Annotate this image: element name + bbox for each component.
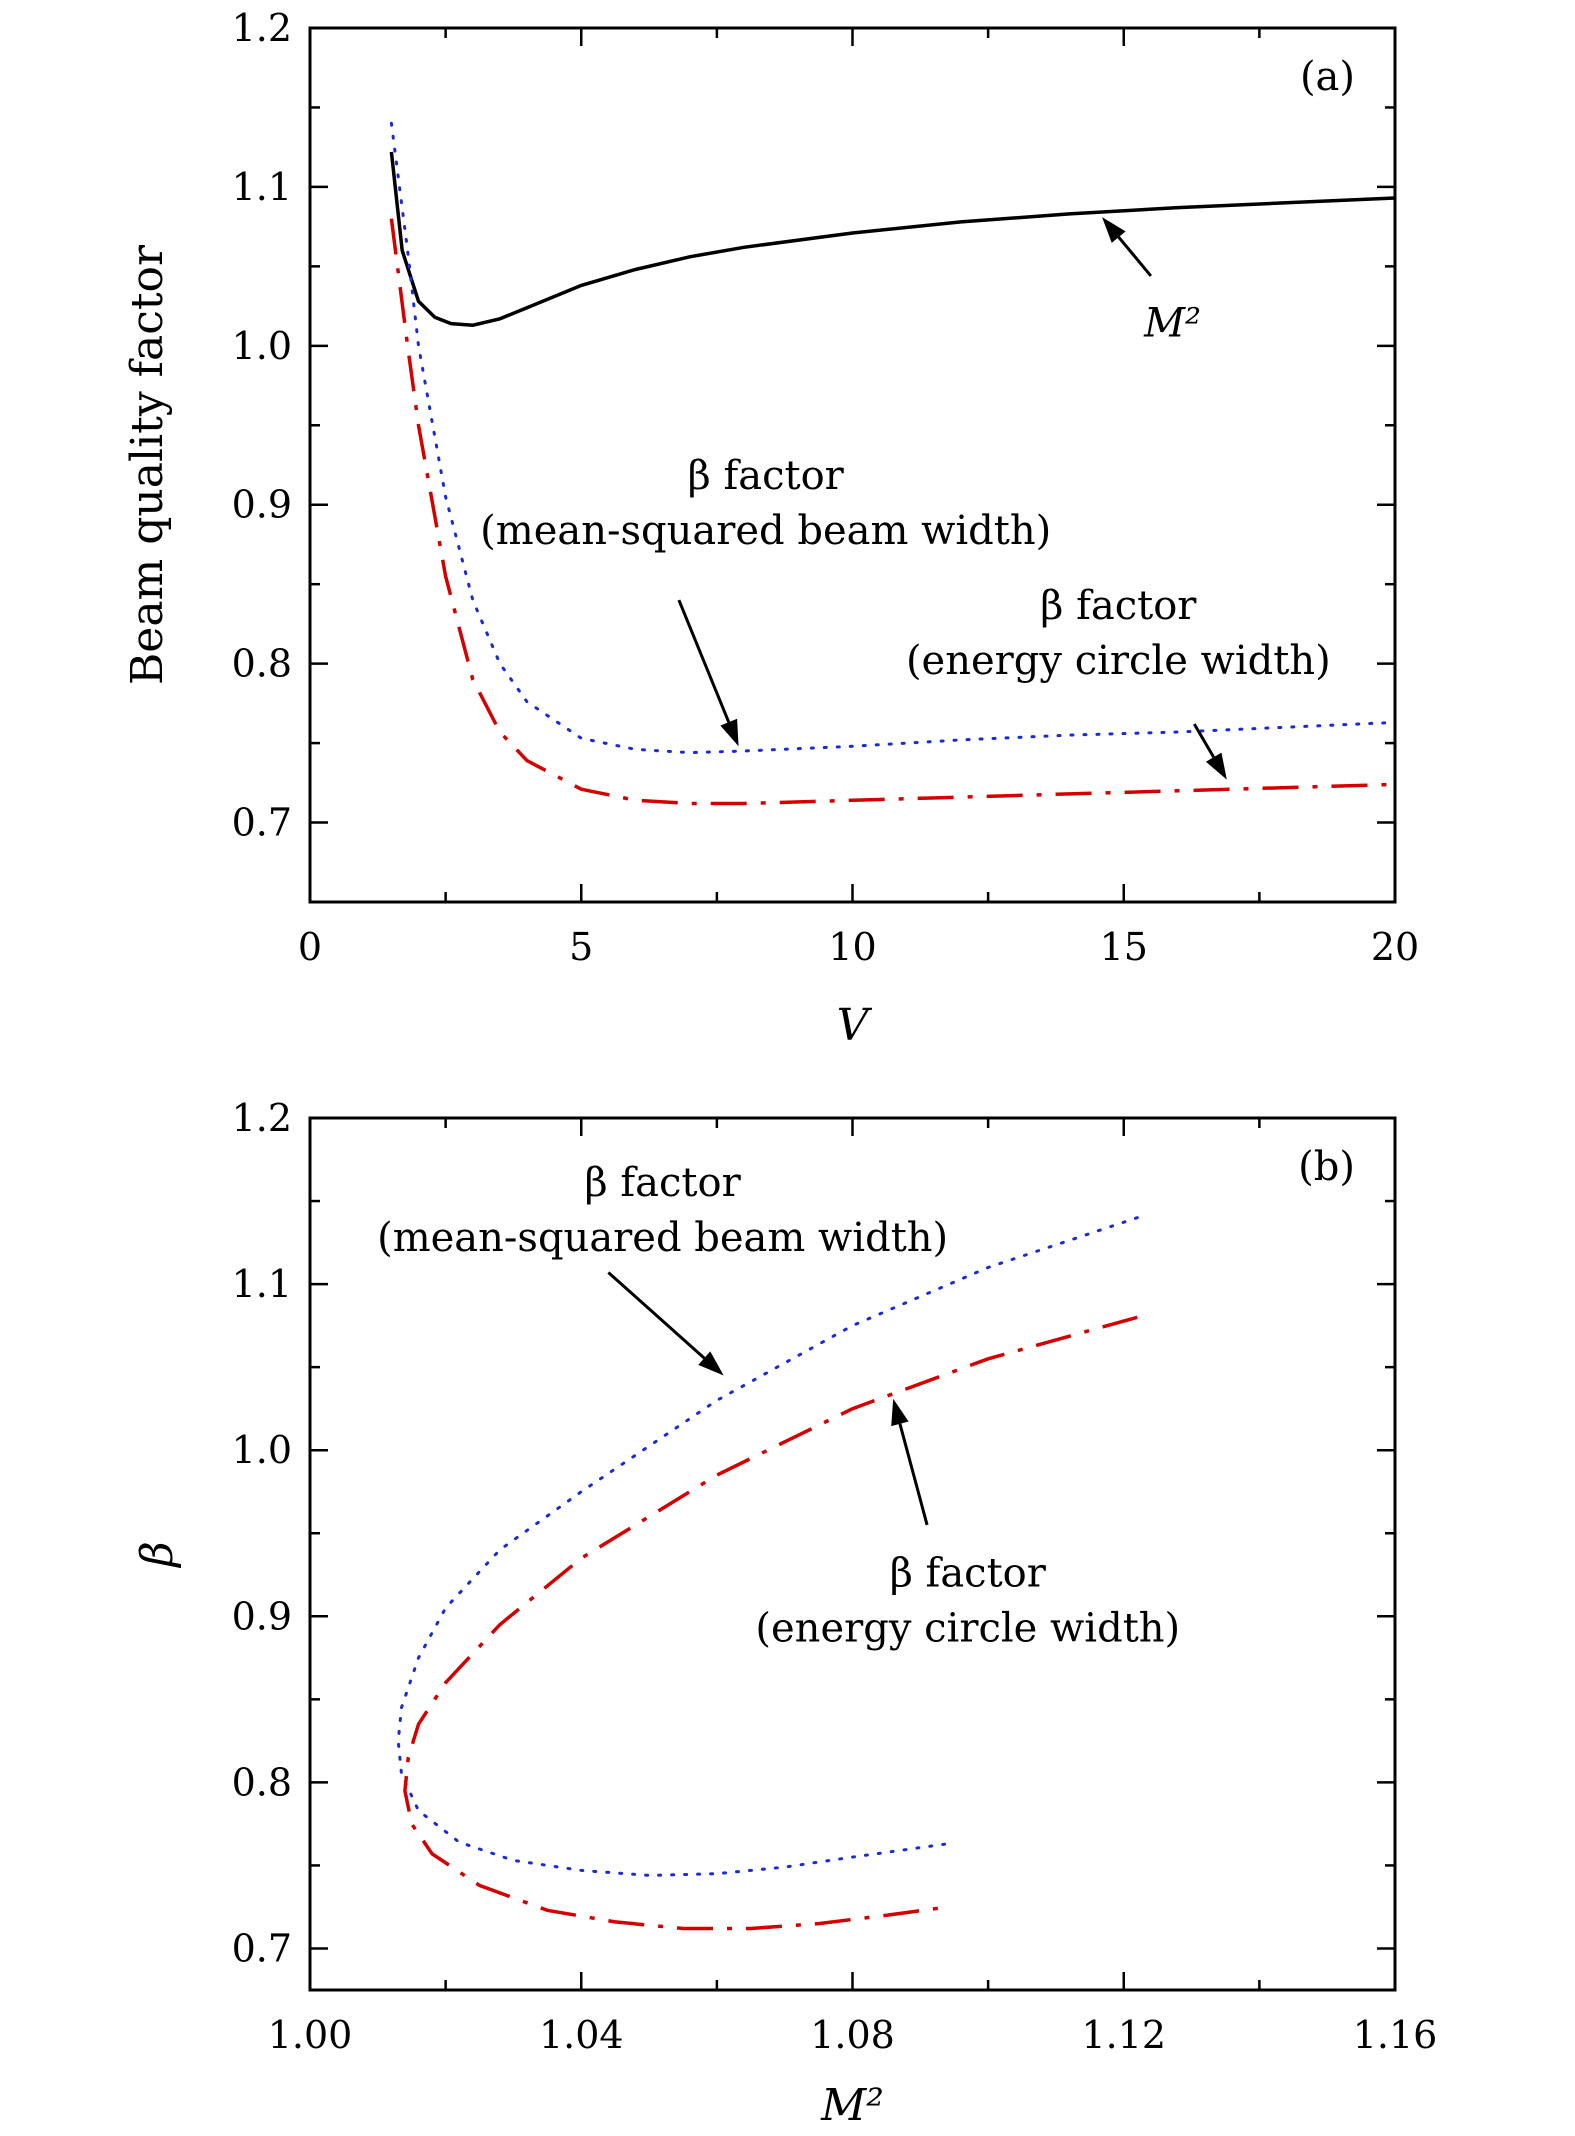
y-tick-label: 0.9 — [232, 483, 292, 527]
x-tick-label: 20 — [1371, 925, 1419, 969]
annotation: β factor (mean-squared beam width) — [480, 453, 1051, 747]
y-tick-label: 0.8 — [232, 642, 292, 686]
y-tick-label: 1.1 — [232, 165, 292, 209]
y-tick-label: 0.9 — [232, 1594, 292, 1638]
x-axis-title: V — [837, 1000, 873, 1051]
annotation-text: (energy circle width) — [755, 1605, 1180, 1651]
annotation-arrow — [898, 1423, 929, 1526]
y-tick-label: 1.1 — [232, 1262, 292, 1306]
x-axis-title: M² — [820, 2080, 884, 2131]
y-tick-label: 1.0 — [232, 1428, 292, 1472]
x-tick-label: 10 — [828, 925, 876, 969]
y-tick-label: 0.7 — [232, 1926, 292, 1970]
x-tick-label: 1.16 — [1353, 2013, 1438, 2057]
annotation: M² — [1102, 217, 1201, 346]
annotation: β factor (mean-squared beam width) — [377, 1160, 948, 1376]
annotation-text: β factor — [890, 1550, 1047, 1596]
x-tick-label: 5 — [569, 925, 593, 969]
annotation-arrowhead — [1205, 752, 1227, 780]
annotation-arrow — [607, 1271, 706, 1360]
annotation-arrowhead — [698, 1351, 724, 1376]
annotation: β factor (energy circle width) — [755, 1398, 1180, 1651]
y-axis-title: β — [132, 1541, 183, 1568]
x-tick-label: 15 — [1100, 925, 1148, 969]
x-tick-label: 1.12 — [1081, 2013, 1166, 2057]
series-line-m2 — [389, 151, 1395, 327]
chart-panel-b: 1.00 1.04 1.08 1.12 1.16 0.7 0.8 0.9 1.0 1.1 1.2 M²… — [132, 1096, 1437, 2131]
series-line-msq — [389, 121, 1395, 755]
y-tick-label: 1.2 — [232, 6, 292, 50]
annotation-text: β factor — [688, 453, 845, 499]
annotation-text: β factor — [1040, 583, 1197, 629]
annotation: β factor (energy circle width) — [906, 583, 1331, 780]
x-tick-label: 1.08 — [810, 2013, 895, 2057]
y-tick-label: 1.2 — [232, 1096, 292, 1140]
annotation-arrowhead — [1102, 217, 1126, 243]
series-line-msq — [396, 1216, 1139, 1877]
annotation-arrow — [677, 599, 731, 723]
x-tick-label: 0 — [298, 925, 322, 969]
x-tick-label: 1.00 — [268, 2013, 353, 2057]
x-tick-label: 1.04 — [539, 2013, 624, 2057]
annotation-arrow — [1192, 723, 1215, 758]
series-group — [396, 1216, 1139, 1931]
annotation-text: β factor — [585, 1160, 742, 1206]
panel-label: (a) — [1300, 54, 1355, 100]
annotation-text: M² — [1143, 300, 1201, 346]
y-axis-title: Beam quality factor — [122, 244, 173, 685]
annotation-text: (mean-squared beam width) — [377, 1215, 948, 1261]
panel-label: (b) — [1298, 1144, 1355, 1190]
annotation-arrowhead — [891, 1398, 909, 1427]
annotation-arrow — [1117, 236, 1153, 277]
chart-panel-a: 0 5 10 15 20 0.7 0.8 0.9 1.0 1.1 1.2 V Beam quality … — [122, 6, 1419, 1051]
annotation-arrowhead — [720, 718, 739, 747]
series-line-energy — [389, 218, 1395, 806]
y-tick-label: 0.8 — [232, 1760, 292, 1804]
series-line-energy — [403, 1315, 1138, 1931]
annotation-text: (mean-squared beam width) — [480, 508, 1051, 554]
y-tick-label: 0.7 — [232, 801, 292, 845]
y-tick-label: 1.0 — [232, 324, 292, 368]
annotation-text: (energy circle width) — [906, 638, 1331, 684]
series-group — [389, 121, 1395, 806]
